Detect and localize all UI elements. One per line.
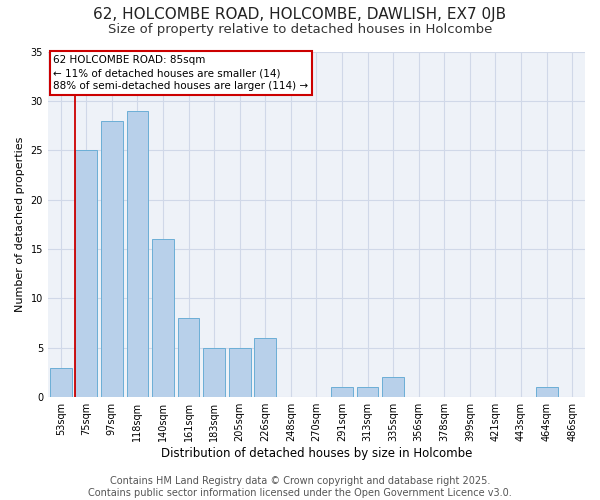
Bar <box>229 348 251 397</box>
Bar <box>331 388 353 397</box>
Bar <box>152 239 174 397</box>
Bar <box>178 318 199 397</box>
Text: 62 HOLCOMBE ROAD: 85sqm
← 11% of detached houses are smaller (14)
88% of semi-de: 62 HOLCOMBE ROAD: 85sqm ← 11% of detache… <box>53 55 308 92</box>
Bar <box>382 378 404 397</box>
Bar <box>76 150 97 397</box>
X-axis label: Distribution of detached houses by size in Holcombe: Distribution of detached houses by size … <box>161 447 472 460</box>
Bar <box>101 120 123 397</box>
Bar <box>536 388 557 397</box>
Text: 62, HOLCOMBE ROAD, HOLCOMBE, DAWLISH, EX7 0JB: 62, HOLCOMBE ROAD, HOLCOMBE, DAWLISH, EX… <box>94 8 506 22</box>
Bar <box>203 348 225 397</box>
Bar <box>254 338 276 397</box>
Y-axis label: Number of detached properties: Number of detached properties <box>15 136 25 312</box>
Text: Contains HM Land Registry data © Crown copyright and database right 2025.
Contai: Contains HM Land Registry data © Crown c… <box>88 476 512 498</box>
Bar <box>357 388 379 397</box>
Bar <box>127 111 148 397</box>
Bar <box>50 368 71 397</box>
Text: Size of property relative to detached houses in Holcombe: Size of property relative to detached ho… <box>108 22 492 36</box>
